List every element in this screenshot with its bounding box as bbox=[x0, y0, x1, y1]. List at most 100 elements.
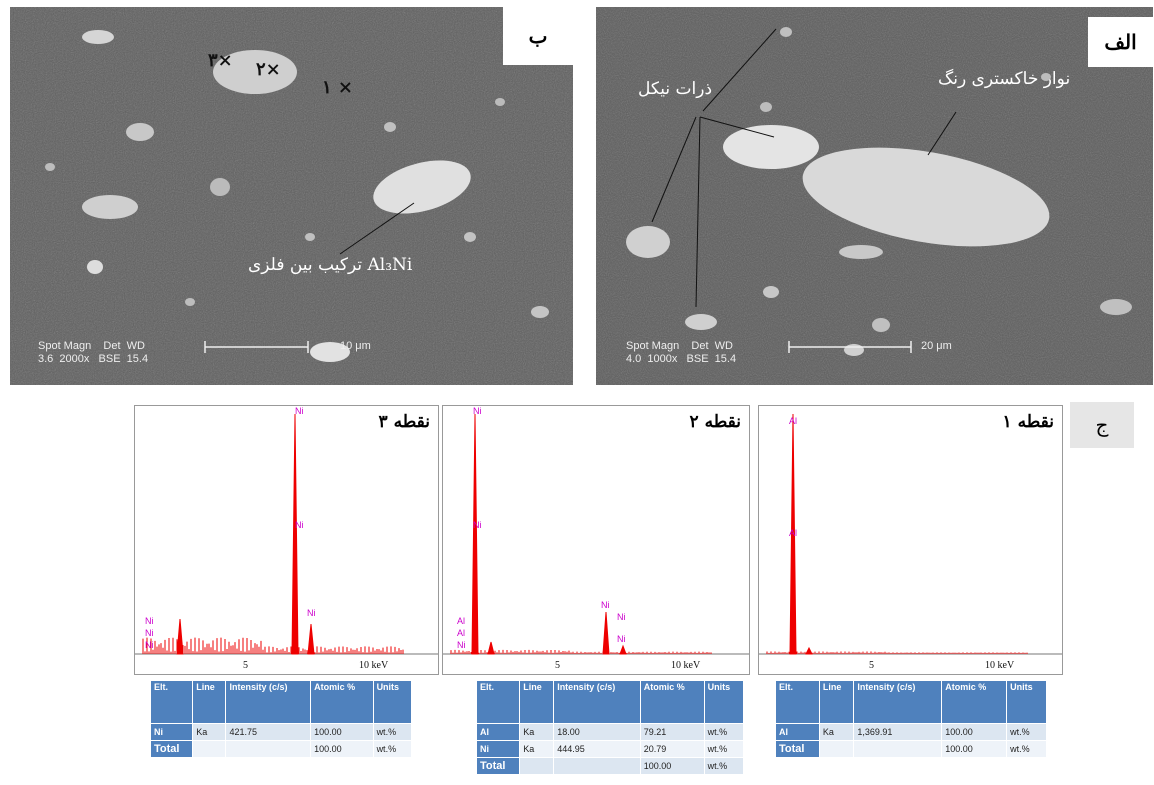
table-cell: 100.00 bbox=[941, 723, 1008, 741]
nickel-particle bbox=[723, 125, 819, 169]
table-header-cell: Units bbox=[703, 680, 745, 724]
tick-label-10: 10 keV bbox=[671, 660, 701, 671]
peak-label: Ni bbox=[473, 520, 482, 530]
table-cell: Total bbox=[149, 740, 194, 758]
spectrum-peak bbox=[307, 623, 315, 655]
sem-image-alef-texture bbox=[596, 7, 1153, 385]
table-cell bbox=[225, 740, 312, 758]
tick-label-5: 5 bbox=[243, 660, 248, 671]
table-header-cell: Intensity (c/s) bbox=[553, 680, 641, 724]
sem-image-alef: الف نوار خاکستری رنگ ذرات نیکل Spot Magn… bbox=[596, 7, 1153, 385]
table-cell: Ni bbox=[475, 740, 521, 758]
spectrum-peak bbox=[805, 646, 813, 655]
table-cell bbox=[553, 757, 641, 775]
scale-label-b: 10 μm bbox=[340, 340, 371, 352]
table-cell: wt.% bbox=[703, 757, 745, 775]
eds-spectrum-point-1: Al Al 5 10 keV نقطه ۱ bbox=[758, 405, 1063, 675]
table-cell: 421.75 bbox=[225, 723, 312, 741]
table-header-cell: Atomic % bbox=[639, 680, 705, 724]
peak-label: Al bbox=[789, 416, 797, 426]
table-header-cell: Line bbox=[818, 680, 855, 724]
peak-label: Ni bbox=[295, 406, 304, 416]
al3ni-particle bbox=[373, 160, 471, 214]
peak-label: Ni bbox=[145, 640, 154, 650]
spectrum-peak bbox=[176, 618, 184, 655]
table-cell bbox=[853, 740, 943, 758]
table-row: Ni Ka 421.75 100.00 wt.% bbox=[149, 723, 413, 741]
table-cell: Ka bbox=[192, 723, 227, 741]
spectrum-peak bbox=[291, 413, 299, 655]
peak-label: Ni bbox=[617, 634, 626, 644]
table-header-row: Elt. Line Intensity (c/s) Atomic % Units bbox=[775, 680, 1047, 724]
panel-label-j: ج bbox=[1070, 402, 1134, 448]
sem-image-b: ب ۳× ۲× ۱ × ترکیب بین فلزی Al₃Ni Spot Ma… bbox=[10, 7, 573, 385]
table-cell: wt.% bbox=[703, 740, 745, 758]
table-header-cell: Units bbox=[1006, 680, 1047, 724]
peak-label: Ni bbox=[457, 640, 466, 650]
edx-table-point-1: Elt. Line Intensity (c/s) Atomic % Units Al Ka… bbox=[775, 680, 1047, 758]
table-cell bbox=[818, 740, 855, 758]
table-header-cell: Atomic % bbox=[310, 680, 374, 724]
table-cell: 100.00 bbox=[310, 723, 374, 741]
table-header-cell: Intensity (c/s) bbox=[225, 680, 312, 724]
al3ni-annotation: ترکیب بین فلزی Al₃Ni bbox=[248, 255, 413, 275]
peak-label: Ni bbox=[145, 616, 154, 626]
spectrum-title: نقطه ۲ bbox=[689, 412, 741, 432]
table-cell: 1,369.91 bbox=[853, 723, 943, 741]
peak-label: Al bbox=[457, 628, 465, 638]
table-row: Total 100.00 wt.% bbox=[775, 740, 1047, 758]
point-3-marker: ۳× bbox=[208, 50, 233, 71]
table-cell: Al bbox=[475, 723, 521, 741]
table-header-cell: Elt. bbox=[475, 680, 521, 724]
sem-metadata-alef: Spot Magn Det WD 4.0 1000x BSE 15.4 bbox=[626, 340, 737, 365]
table-cell bbox=[519, 757, 555, 775]
spectrum-title: نقطه ۳ bbox=[378, 412, 430, 432]
table-header-cell: Line bbox=[192, 680, 227, 724]
peak-label: Al bbox=[457, 616, 465, 626]
table-cell: Ka bbox=[519, 723, 555, 741]
table-cell: 79.21 bbox=[639, 723, 705, 741]
spectrum-peak bbox=[471, 413, 479, 655]
peak-label: Ni bbox=[145, 628, 154, 638]
table-header-cell: Units bbox=[372, 680, 413, 724]
peak-label: Ni bbox=[307, 608, 316, 618]
table-cell: wt.% bbox=[703, 723, 745, 741]
tick-label-10: 10 keV bbox=[359, 660, 389, 671]
table-row: Al Ka 1,369.91 100.00 wt.% bbox=[775, 723, 1047, 741]
peak-label: Ni bbox=[601, 600, 610, 610]
table-cell: Ka bbox=[519, 740, 555, 758]
edx-table-point-3: Elt. Line Intensity (c/s) Atomic % Units Ni Ka… bbox=[149, 680, 413, 758]
table-cell: wt.% bbox=[372, 723, 413, 741]
spectrum-noise bbox=[142, 637, 404, 654]
peak-label: Ni bbox=[617, 612, 626, 622]
nickel-particle bbox=[626, 226, 670, 258]
panel-label-alef: الف bbox=[1088, 17, 1153, 67]
table-cell: wt.% bbox=[372, 740, 413, 758]
eds-spectrum-point-2: Al Al Ni Ni Ni Ni Ni Ni 5 10 keV نقطه ۲ bbox=[442, 405, 750, 675]
table-cell: Total bbox=[775, 740, 820, 758]
tick-label-10: 10 keV bbox=[985, 660, 1015, 671]
table-cell: wt.% bbox=[1006, 723, 1047, 741]
table-cell: 100.00 bbox=[310, 740, 374, 758]
tick-label-5: 5 bbox=[555, 660, 560, 671]
table-row: Al Ka 18.00 79.21 wt.% bbox=[475, 723, 745, 741]
table-header-cell: Intensity (c/s) bbox=[853, 680, 943, 724]
table-cell: 100.00 bbox=[639, 757, 705, 775]
spectrum-peak bbox=[602, 611, 610, 655]
table-header-cell: Elt. bbox=[775, 680, 820, 724]
peak-label: Al bbox=[789, 528, 797, 538]
table-cell: 20.79 bbox=[639, 740, 705, 758]
table-row: Total 100.00 wt.% bbox=[475, 757, 745, 775]
table-header-cell: Line bbox=[519, 680, 555, 724]
table-header-row: Elt. Line Intensity (c/s) Atomic % Units bbox=[149, 680, 413, 724]
table-cell: wt.% bbox=[1006, 740, 1047, 758]
gray-band-annotation: نوار خاکستری رنگ bbox=[938, 69, 1071, 89]
sem-metadata-b: Spot Magn Det WD 3.6 2000x BSE 15.4 bbox=[38, 340, 149, 365]
point-2-marker: ۲× bbox=[256, 59, 281, 80]
table-cell: Total bbox=[475, 757, 521, 775]
table-cell: 444.95 bbox=[553, 740, 641, 758]
peak-label: Ni bbox=[295, 520, 304, 530]
peak-label: Ni bbox=[473, 406, 482, 416]
edx-table-point-2: Elt. Line Intensity (c/s) Atomic % Units Al Ka… bbox=[475, 680, 745, 775]
gray-band-particle bbox=[802, 147, 1050, 247]
